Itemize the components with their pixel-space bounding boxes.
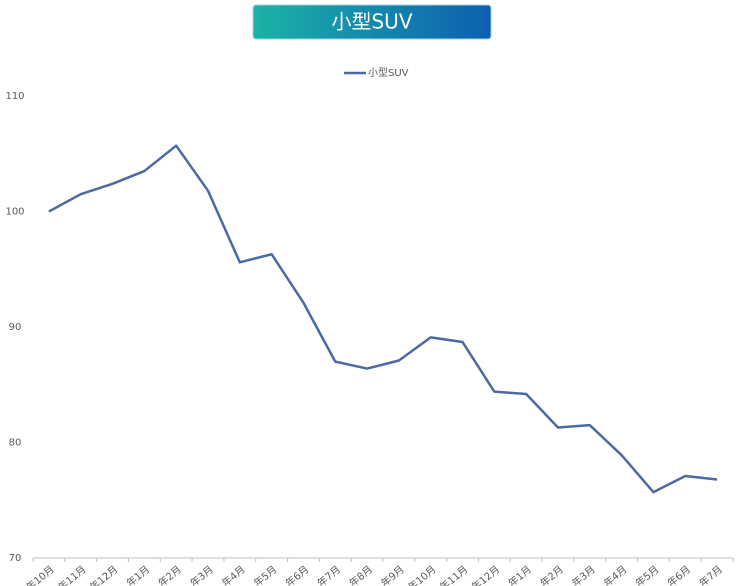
x-tick-label: 年5月 bbox=[633, 563, 662, 586]
x-tick-label: 年3月 bbox=[569, 563, 598, 586]
x-tick-label: 年3月 bbox=[187, 563, 216, 586]
x-tick-label: 年10月 bbox=[23, 563, 56, 586]
x-tick-label: 年7月 bbox=[315, 563, 344, 586]
y-tick-label: 110 bbox=[5, 91, 24, 102]
x-tick-label: 年11月 bbox=[437, 563, 470, 586]
x-tick-label: 年7月 bbox=[696, 563, 725, 586]
y-tick-label: 90 bbox=[9, 322, 22, 333]
x-tick-label: 年11月 bbox=[55, 563, 88, 586]
x-tick-label: 年12月 bbox=[87, 563, 120, 586]
x-tick-label: 年8月 bbox=[346, 563, 375, 586]
x-tick-label: 年4月 bbox=[219, 563, 248, 586]
x-tick-label: 年2月 bbox=[155, 563, 184, 586]
line-series bbox=[48, 144, 718, 494]
x-tick-label: 年1月 bbox=[124, 563, 153, 586]
x-tick-label: 年4月 bbox=[601, 563, 630, 586]
x-tick-label: 年2月 bbox=[537, 563, 566, 586]
y-tick-label: 100 bbox=[5, 207, 24, 218]
x-tick-label: 年5月 bbox=[251, 563, 280, 586]
x-tick-label: 年6月 bbox=[283, 563, 312, 586]
x-tick-label: 年12月 bbox=[469, 563, 502, 586]
legend-label: 小型SUV bbox=[368, 66, 409, 79]
x-tick-label: 年9月 bbox=[378, 563, 407, 586]
y-tick-label: 70 bbox=[9, 553, 22, 564]
title-box bbox=[252, 4, 492, 40]
y-tick-label: 80 bbox=[9, 438, 22, 449]
x-tick-label: 年6月 bbox=[665, 563, 694, 586]
x-tick-label: 年10月 bbox=[405, 563, 438, 586]
x-tick-label: 年1月 bbox=[505, 563, 534, 586]
chart-title: 小型SUV bbox=[331, 10, 412, 34]
